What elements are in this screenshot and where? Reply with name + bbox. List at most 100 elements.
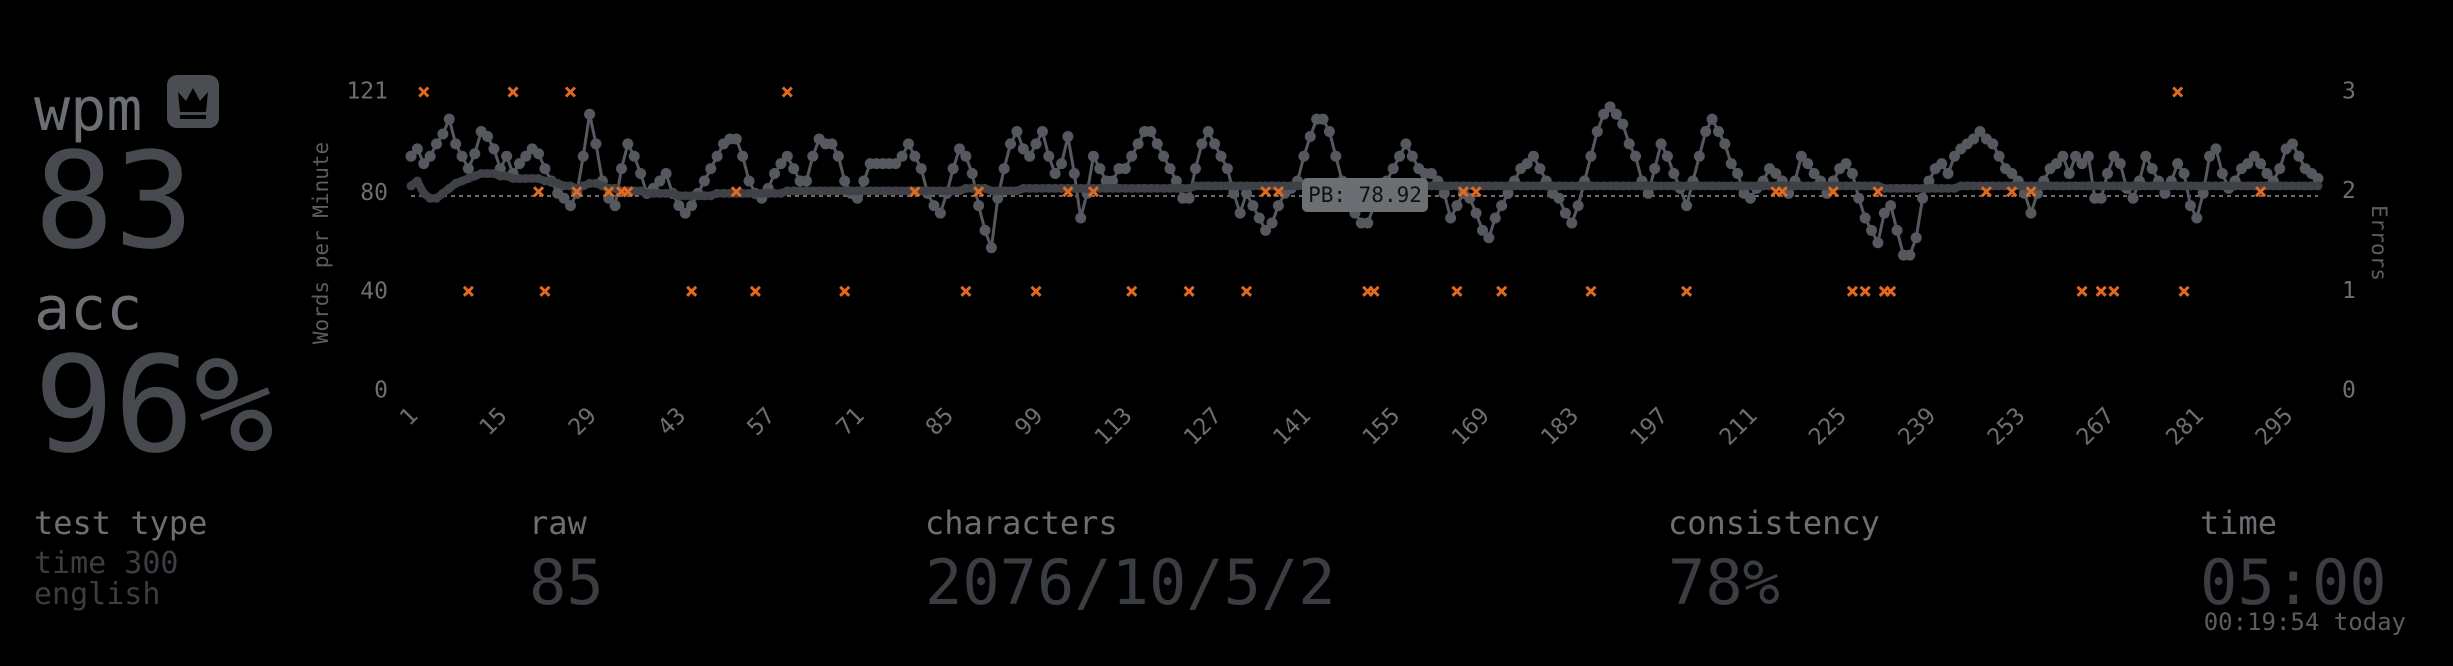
point (807, 150, 819, 162)
point (2063, 168, 2075, 180)
point (1936, 158, 1948, 170)
point (1242, 181, 1252, 191)
point (1969, 181, 1979, 191)
point (2128, 181, 2138, 191)
test-type-label: test type (34, 504, 207, 542)
point (1139, 183, 1149, 193)
point (2070, 150, 2082, 162)
point (1483, 232, 1495, 244)
point (1451, 200, 1463, 212)
point (821, 186, 831, 196)
point (851, 192, 863, 204)
point (1068, 168, 1080, 180)
point (1904, 249, 1916, 261)
error-mark (507, 86, 519, 98)
point (1057, 183, 1067, 193)
point (488, 143, 500, 155)
point (1974, 126, 1986, 138)
point (891, 186, 901, 196)
point (540, 176, 550, 186)
point (628, 150, 640, 162)
point (852, 186, 862, 196)
point (642, 188, 652, 198)
point (590, 138, 602, 150)
point (1618, 181, 1628, 191)
point (1669, 181, 1679, 191)
point (1847, 181, 1857, 191)
point (897, 186, 907, 196)
consistency-value[interactable]: 78% (1668, 546, 1780, 619)
point (1993, 150, 2005, 162)
point (1816, 181, 1826, 191)
point (406, 181, 416, 191)
point (789, 186, 799, 196)
error-mark (1260, 186, 1272, 198)
point (1840, 158, 1852, 170)
point (2236, 181, 2246, 191)
point (2057, 150, 2069, 162)
point (1712, 126, 1724, 138)
point (1406, 150, 1418, 162)
point (558, 192, 570, 204)
point (609, 200, 621, 212)
error-mark (2255, 186, 2267, 198)
point (1642, 187, 1654, 199)
error-mark (1885, 285, 1897, 297)
point (1656, 181, 1666, 191)
point (1170, 175, 1182, 187)
point (865, 186, 875, 196)
point (1203, 181, 1213, 191)
error-mark (1859, 285, 1871, 297)
point (2039, 181, 2049, 191)
point (1803, 181, 1813, 191)
point (2313, 181, 2323, 191)
point (923, 186, 933, 196)
point (1962, 181, 1972, 191)
point (979, 224, 991, 236)
point (1107, 175, 1119, 187)
time-value[interactable]: 05:00 (2200, 546, 2387, 619)
point (1554, 181, 1564, 191)
point (679, 207, 691, 219)
error-mark (2076, 285, 2088, 297)
point (2006, 168, 2018, 180)
point (2082, 150, 2094, 162)
point (1726, 181, 1736, 191)
point (2172, 158, 2184, 170)
point (1433, 181, 1443, 191)
point (2261, 168, 2273, 180)
point (1586, 181, 1596, 191)
point (705, 163, 717, 175)
point (839, 175, 851, 187)
error-mark (960, 285, 972, 297)
pb-crown[interactable] (167, 75, 219, 128)
point (1700, 126, 1712, 138)
point (2096, 181, 2106, 191)
point (2224, 181, 2234, 191)
point (737, 150, 749, 162)
point (1624, 181, 1634, 191)
y2-tick-label: 1 (2342, 278, 2356, 304)
point (1643, 181, 1653, 191)
error-mark (1272, 186, 1284, 198)
point (1681, 200, 1693, 212)
point (660, 168, 672, 180)
point (2159, 187, 2171, 199)
characters-value[interactable]: 2076/10/5/2 (925, 546, 1336, 619)
point (1210, 181, 1220, 191)
point (2122, 181, 2132, 191)
point (2160, 181, 2170, 191)
point (1489, 212, 1501, 224)
point (687, 191, 697, 201)
point (615, 163, 627, 175)
point (469, 148, 481, 160)
point (2103, 181, 2113, 191)
error-mark (1457, 186, 1469, 198)
point (1580, 181, 1590, 191)
point (513, 158, 525, 170)
point (412, 176, 422, 186)
acc-label: acc (34, 274, 142, 344)
point (1438, 187, 1450, 199)
point (1197, 181, 1207, 191)
point (698, 175, 710, 187)
